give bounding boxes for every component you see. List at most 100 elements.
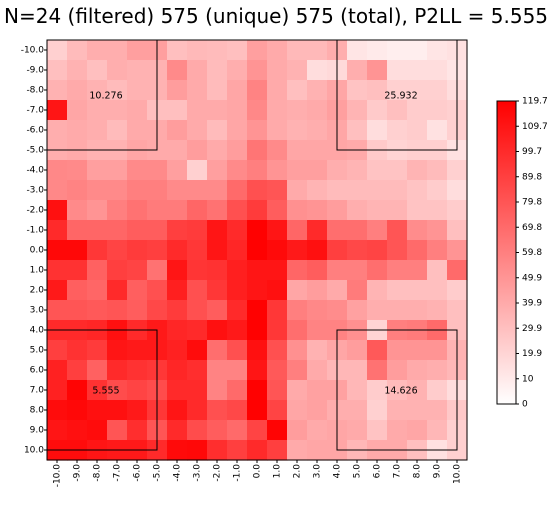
heatmap-cell: [307, 200, 328, 221]
heatmap-cell: [407, 80, 428, 101]
y-tick-label: -9.0: [26, 66, 44, 76]
heatmap-cell: [87, 60, 108, 81]
heatmap-cell: [387, 220, 408, 241]
heatmap-cell: [87, 360, 108, 381]
heatmap-cell: [387, 360, 408, 381]
heatmap-cell: [407, 380, 428, 401]
heatmap-cell: [167, 220, 188, 241]
heatmap-cell: [187, 160, 208, 181]
heatmap-cell: [227, 180, 248, 201]
heatmap-cell: [247, 340, 268, 361]
heatmap-cell: [247, 260, 268, 281]
heatmap-cell: [327, 240, 348, 261]
heatmap-cell: [307, 180, 328, 201]
heatmap-cell: [67, 100, 88, 121]
heatmap-cell: [207, 220, 228, 241]
heatmap-cell: [47, 300, 68, 321]
heatmap-cell: [307, 380, 328, 401]
y-tick-label: 9.0: [30, 426, 45, 436]
heatmap-cell: [147, 220, 168, 241]
heatmap-cell: [387, 60, 408, 81]
y-tick-label: 2.0: [30, 286, 45, 296]
heatmap-cell: [67, 160, 88, 181]
heatmap-cell: [307, 120, 328, 141]
heatmap-cell: [347, 240, 368, 261]
heatmap-cell: [267, 260, 288, 281]
heatmap-cell: [307, 280, 328, 301]
heatmap-cell: [207, 400, 228, 421]
heatmap-cell: [87, 260, 108, 281]
heatmap-cell: [287, 80, 308, 101]
heatmap-cell: [227, 40, 248, 61]
heatmap-cell: [187, 60, 208, 81]
heatmap-cell: [387, 340, 408, 361]
heatmap-cell: [307, 240, 328, 261]
heatmap-cell: [107, 380, 128, 401]
heatmap-cell: [307, 100, 328, 121]
colorbar-tick-label: 69.8: [522, 223, 542, 233]
colorbar-tick-label: 19.9: [522, 349, 542, 359]
heatmap-cell: [47, 100, 68, 121]
heatmap-cell: [387, 120, 408, 141]
heatmap-cell: [67, 60, 88, 81]
heatmap-cell: [267, 360, 288, 381]
heatmap-cell: [267, 320, 288, 341]
heatmap-cell: [307, 440, 328, 461]
heatmap-cell: [127, 240, 148, 261]
heatmap-cell: [87, 220, 108, 241]
heatmap-cell: [207, 360, 228, 381]
x-axis: -10.0 -9.0 -8.0 -7.0 -6.0 -5.0 -4.0 -3.0 -2.0 -1.…: [53, 460, 463, 487]
heatmap-cell: [167, 60, 188, 81]
heatmap-cell: [407, 120, 428, 141]
heatmap-cell: [47, 220, 68, 241]
heatmap-cell: [287, 100, 308, 121]
heatmap-cell: [87, 420, 108, 441]
heatmap-cell: [247, 300, 268, 321]
heatmap-cell: [67, 300, 88, 321]
heatmap-cell: [347, 420, 368, 441]
heatmap-cell: [407, 300, 428, 321]
heatmap-cell: [67, 380, 88, 401]
heatmap-cells: [47, 40, 468, 461]
heatmap-cell: [187, 260, 208, 281]
heatmap-cell: [247, 400, 268, 421]
heatmap-cell: [307, 340, 328, 361]
x-tick-label: 2.0: [293, 464, 303, 479]
colorbar-tick-label: 89.8: [522, 172, 542, 182]
heatmap-cell: [407, 200, 428, 221]
heatmap-cell: [227, 260, 248, 281]
heatmap-cell: [167, 40, 188, 61]
heatmap-cell: [307, 80, 328, 101]
heatmap-cell: [307, 160, 328, 181]
heatmap-cell: [307, 40, 328, 61]
colorbar-tick-label: 109.7: [522, 122, 548, 132]
heatmap-cell: [47, 160, 68, 181]
quadrant-label: 14.626: [384, 386, 417, 397]
y-tick-label: 5.0: [30, 346, 45, 356]
heatmap-cell: [187, 140, 208, 161]
heatmap-cell: [267, 300, 288, 321]
heatmap-cell: [347, 100, 368, 121]
heatmap-cell: [287, 40, 308, 61]
heatmap-cell: [407, 280, 428, 301]
y-tick-label: 1.0: [30, 266, 45, 276]
heatmap-cell: [427, 180, 448, 201]
heatmap-cell: [87, 300, 108, 321]
x-tick-label: -8.0: [93, 464, 103, 482]
y-tick-label: -1.0: [26, 226, 44, 236]
heatmap-cell: [107, 340, 128, 361]
heatmap-cell: [227, 340, 248, 361]
heatmap-cell: [67, 180, 88, 201]
heatmap-cell: [127, 380, 148, 401]
heatmap-cell: [227, 300, 248, 321]
heatmap-cell: [447, 220, 468, 241]
y-tick-label: -2.0: [26, 206, 44, 216]
heatmap-cell: [427, 240, 448, 261]
heatmap-cell: [307, 420, 328, 441]
heatmap-cell: [327, 280, 348, 301]
heatmap-cell: [367, 360, 388, 381]
heatmap-cell: [167, 260, 188, 281]
heatmap-cell: [327, 200, 348, 221]
heatmap-cell: [347, 160, 368, 181]
heatmap-cell: [447, 200, 468, 221]
